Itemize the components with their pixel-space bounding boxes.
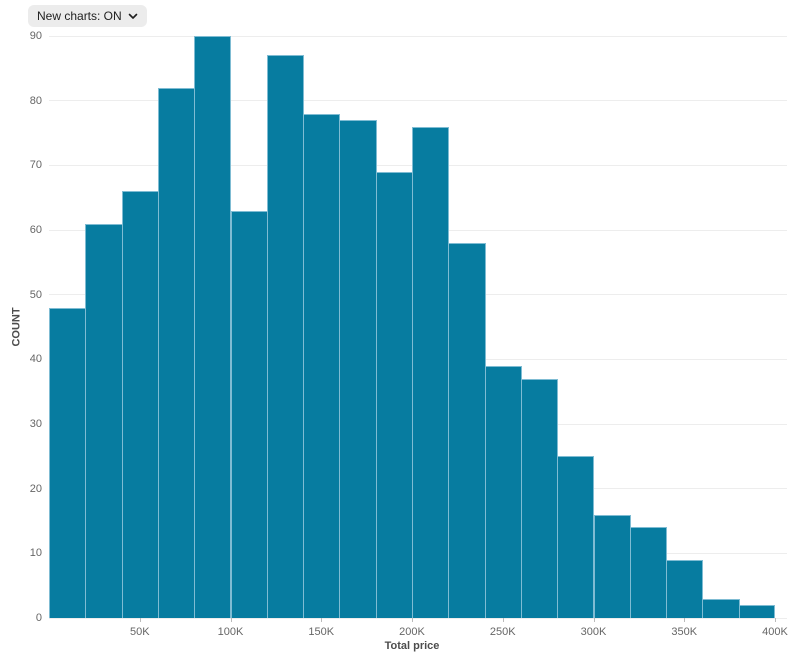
x-axis-tick-mark — [502, 618, 504, 622]
x-axis-tick-label: 250K — [489, 626, 516, 638]
histogram-bar[interactable] — [230, 210, 268, 618]
x-axis-tick-label: 100K — [217, 626, 244, 638]
y-axis-tick-label: 30 — [29, 418, 42, 430]
x-axis-tick-mark — [139, 618, 141, 622]
histogram-bar[interactable] — [702, 598, 740, 618]
histogram-bar[interactable] — [49, 307, 87, 618]
histogram-bar[interactable] — [303, 113, 341, 618]
histogram-bar[interactable] — [666, 559, 704, 618]
y-axis-tick-label: 20 — [29, 482, 42, 495]
x-axis-tick-label: 350K — [671, 626, 698, 638]
y-axis-title: COUNT — [10, 307, 23, 347]
new-charts-toggle-dropdown[interactable]: New charts: ON — [28, 5, 147, 27]
histogram-bar[interactable] — [593, 514, 631, 618]
x-axis-tick-mark — [593, 618, 595, 622]
gridline — [49, 35, 787, 37]
histogram-bar[interactable] — [121, 191, 159, 618]
y-axis-tick-label: 80 — [29, 94, 42, 107]
x-axis-title: Total price — [384, 640, 440, 652]
x-axis-tick-mark — [684, 618, 686, 622]
new-charts-toggle-label: New charts: ON — [37, 9, 122, 23]
chevron-down-icon — [128, 13, 138, 20]
x-axis-tick-label: 300K — [580, 626, 607, 638]
x-axis-tick-mark — [230, 618, 232, 622]
y-axis-tick-label: 40 — [29, 353, 42, 366]
histogram-bar[interactable] — [738, 605, 775, 618]
y-axis-tick-label: 10 — [29, 547, 42, 560]
histogram-bar[interactable] — [412, 126, 450, 618]
y-axis-tick-label: 90 — [29, 30, 42, 42]
histogram-bar[interactable] — [85, 223, 123, 618]
x-axis-tick-label: 150K — [308, 626, 335, 638]
histogram-bar[interactable] — [157, 87, 196, 618]
histogram-bar[interactable] — [557, 456, 595, 618]
histogram-bar[interactable] — [484, 365, 522, 618]
y-axis-tick-label: 50 — [29, 288, 42, 301]
x-axis-tick-mark — [412, 618, 413, 622]
gridline — [49, 100, 787, 102]
x-axis-tick-label: 400K — [762, 626, 788, 638]
histogram-bar[interactable] — [266, 55, 305, 618]
histogram-bar[interactable] — [339, 120, 377, 618]
x-axis-tick-mark — [775, 618, 776, 622]
gridline — [49, 617, 787, 619]
x-axis-tick-mark — [321, 618, 323, 622]
x-axis-tick-label: 50K — [129, 626, 150, 638]
histogram-bar[interactable] — [375, 171, 413, 618]
y-axis-tick-label: 70 — [29, 159, 42, 172]
histogram-bar[interactable] — [520, 378, 559, 618]
histogram-bar[interactable] — [194, 36, 232, 618]
histogram-bar[interactable] — [448, 242, 486, 618]
x-axis-tick-label: 200K — [399, 626, 425, 638]
y-axis-tick-label: 0 — [35, 612, 42, 624]
y-axis-tick-label: 60 — [29, 224, 42, 236]
histogram-bar[interactable] — [629, 527, 668, 618]
